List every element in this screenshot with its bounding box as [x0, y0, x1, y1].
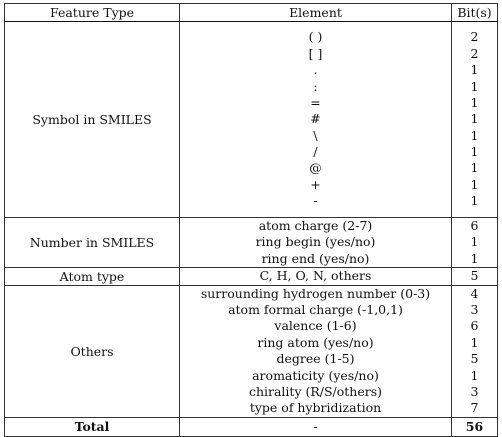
bits-value: 1 — [470, 367, 479, 383]
feature-type-cell: Atom type — [4, 267, 180, 286]
table-row: Number in SMILES atom charge (2-7) ring b… — [4, 216, 498, 269]
element-value: degree (1-5) — [276, 351, 355, 367]
element-value: chirality (R/S/others) — [248, 383, 383, 399]
total-bits: 56 — [451, 416, 498, 437]
bits-value: 6 — [470, 318, 479, 334]
element-value: / — [313, 144, 318, 160]
element-value: ring begin (yes/no) — [255, 234, 376, 250]
element-value: \ — [313, 127, 318, 143]
bits-value: 1 — [470, 160, 479, 176]
table-header-row: Feature Type Element Bit(s) — [4, 3, 498, 22]
bits-value: 1 — [470, 234, 479, 250]
bits-value: 1 — [470, 111, 479, 127]
element-value: atom formal charge (-1,0,1) — [228, 301, 403, 317]
bits-value: 6 — [470, 218, 479, 233]
element-value: [ ] — [308, 45, 323, 61]
bits-value: 1 — [470, 62, 479, 78]
bits-value: 1 — [470, 144, 479, 160]
bits-value: 2 — [470, 29, 479, 45]
element-value: valence (1-6) — [274, 318, 357, 334]
element-value: C, H, O, N, others — [259, 268, 372, 284]
bits-value: 2 — [470, 45, 479, 61]
bits-value: 1 — [470, 176, 479, 192]
bits-value: 7 — [470, 400, 479, 416]
bits-value: 1 — [470, 94, 479, 110]
element-value: ring atom (yes/no) — [257, 334, 374, 350]
total-row: Total - 56 — [4, 416, 498, 437]
element-value: atom charge (2-7) — [258, 218, 373, 233]
bits-value: 4 — [470, 285, 479, 301]
bits-value: 5 — [470, 268, 479, 284]
feature-type-cell: Others — [4, 284, 180, 418]
element-value: + — [310, 176, 321, 192]
bits-value: 1 — [470, 334, 479, 350]
total-label: Total — [4, 416, 180, 437]
element-value: type of hybridization — [249, 400, 382, 416]
element-value: aromaticity (yes/no) — [252, 367, 379, 383]
bits-value: 1 — [470, 78, 479, 94]
bits-value: 5 — [470, 351, 479, 367]
element-cell: C, H, O, N, others — [179, 267, 452, 286]
element-value: @ — [309, 160, 322, 176]
element-value: # — [310, 111, 321, 127]
total-element: - — [179, 416, 452, 437]
element-value: surrounding hydrogen number (0-3) — [200, 285, 431, 301]
feature-type-cell: Number in SMILES — [4, 216, 180, 269]
element-cell: ( )[ ].: = # \ / @ + - — [179, 21, 452, 218]
element-value: . — [313, 62, 318, 78]
element-value: ( ) — [308, 29, 323, 45]
table-row: Others surrounding hydrogen number (0-3)… — [4, 284, 498, 418]
header-element: Element — [179, 3, 452, 22]
element-value: : — [313, 78, 318, 94]
bits-value: 1 — [470, 193, 479, 209]
table-row: Atom type C, H, O, N, others 5 — [4, 267, 498, 286]
element-cell: surrounding hydrogen number (0-3) atom fo… — [179, 284, 452, 418]
element-value: - — [313, 193, 318, 209]
header-bits: Bit(s) — [451, 3, 498, 22]
element-value: = — [310, 94, 321, 110]
feature-table: Feature Type Element Bit(s) Symbol in SM… — [4, 3, 498, 437]
feature-type-cell: Symbol in SMILES — [4, 21, 180, 218]
bits-value: 3 — [470, 301, 479, 317]
bits-value: 3 — [470, 383, 479, 399]
bits-value: 1 — [470, 127, 479, 143]
bits-cell: 5 — [451, 267, 498, 286]
bits-value: 1 — [470, 250, 479, 266]
header-feature-type: Feature Type — [4, 3, 180, 22]
element-cell: atom charge (2-7) ring begin (yes/no) ring… — [179, 216, 452, 269]
element-value: ring end (yes/no) — [261, 250, 370, 266]
